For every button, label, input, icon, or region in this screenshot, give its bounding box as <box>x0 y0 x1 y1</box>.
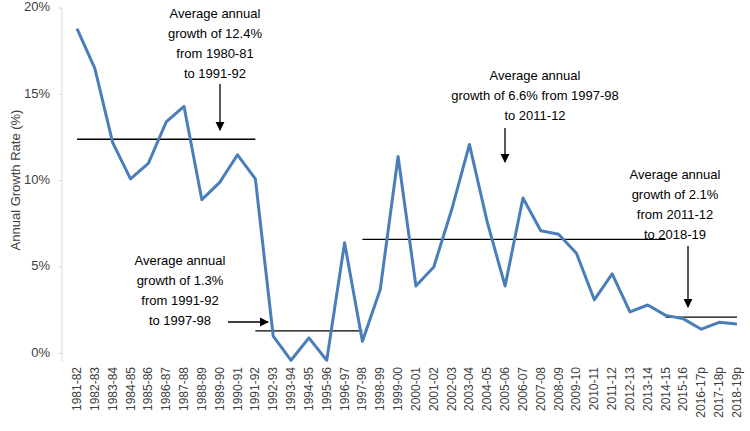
x-tick-label: 2005-06 <box>498 367 512 411</box>
annotation-text: to 1991-92 <box>184 66 246 81</box>
x-tick-label: 1992-93 <box>266 367 280 411</box>
x-tick-label: 2014-15 <box>659 367 673 411</box>
x-tick-label: 2015-16 <box>676 367 690 411</box>
annotation-arrow <box>504 128 505 162</box>
annotation-text: to 1997-98 <box>149 313 211 328</box>
x-tick-label: 2017-18p <box>712 367 726 418</box>
y-tick <box>58 180 62 181</box>
annotation-text: from 2011-12 <box>637 207 713 222</box>
x-tick-label: 1990-91 <box>231 367 245 411</box>
x-tick-label: 2011-12 <box>605 367 619 410</box>
x-tick-label: 2003-04 <box>462 367 476 411</box>
annotation-text: growth of 2.1% <box>632 187 719 202</box>
annotation-arrow <box>228 321 268 322</box>
annotation-text: Average annual <box>135 253 226 268</box>
x-tick-label: 2008-09 <box>552 367 566 411</box>
x-tick-label: 2013-14 <box>641 367 655 411</box>
annotation-arrow <box>219 84 220 130</box>
x-tick-label: 2006-07 <box>516 367 530 411</box>
y-tick-label: 15% <box>24 86 50 101</box>
x-tick-label: 1987-88 <box>177 367 191 411</box>
y-axis-line <box>62 8 63 362</box>
x-tick-label: 1991-92 <box>248 367 262 411</box>
x-tick-label: 2018-19p <box>730 367 744 418</box>
x-tick-label: 1993-94 <box>284 367 298 411</box>
x-tick-label: 2016-17p <box>694 367 708 418</box>
annotation-text: to 2011-12 <box>504 108 565 123</box>
y-tick <box>58 94 62 95</box>
annotation-arrow <box>687 246 688 307</box>
annotation-text: Average annual <box>170 6 261 21</box>
annotation-text: Average annual <box>490 68 581 83</box>
plot-area <box>77 29 737 361</box>
x-tick-label: 1998-99 <box>373 367 387 411</box>
y-tick-label: 10% <box>24 172 50 187</box>
x-tick-label: 2009-10 <box>569 367 583 411</box>
x-tick-label: 1989-90 <box>213 367 227 411</box>
x-tick-label: 2010-11 <box>587 367 601 410</box>
x-tick-label: 2004-05 <box>480 367 494 411</box>
x-tick-label: 1994-95 <box>302 367 316 411</box>
x-tick-label: 1995-96 <box>320 367 334 411</box>
x-tick-label: 1984-85 <box>124 367 138 411</box>
x-tick-label: 1981-82 <box>70 367 84 411</box>
y-axis-title: Annual Growth Rate (%) <box>8 110 23 251</box>
y-tick <box>58 267 62 268</box>
y-tick-label: 5% <box>31 258 50 273</box>
x-tick-label: 2012-13 <box>623 367 637 411</box>
annotation-text: growth of 12.4% <box>168 26 262 41</box>
x-tick-label: 1986-87 <box>159 367 173 411</box>
x-tick-label: 1988-89 <box>195 367 209 411</box>
x-tick-label: 1985-86 <box>141 367 155 411</box>
annotation-text: from 1991-92 <box>141 293 218 308</box>
x-tick-label: 2007-08 <box>534 367 548 411</box>
x-tick-label: 1983-84 <box>106 367 120 411</box>
y-tick-label: 0% <box>31 345 50 360</box>
annotation-text: to 2018-19 <box>644 227 706 242</box>
average-line <box>77 139 255 140</box>
x-tick-label: 1999-00 <box>391 367 405 411</box>
x-tick-label: 2001-02 <box>427 367 441 411</box>
y-tick <box>58 8 62 9</box>
x-tick-label: 2000-01 <box>409 367 423 411</box>
x-tick-label: 1982-83 <box>88 367 102 411</box>
annotation-text: growth of 6.6% from 1997-98 <box>451 88 619 103</box>
annotation-text: from 1980-81 <box>176 46 253 61</box>
y-tick <box>58 353 62 354</box>
x-tick-label: 1997-98 <box>355 367 369 411</box>
annotation-text: growth of 1.3% <box>137 273 224 288</box>
annotation-text: Average annual <box>630 167 721 182</box>
growth-line <box>77 29 737 361</box>
x-tick-label: 2002-03 <box>445 367 459 411</box>
chart: 0% 5% 10% 15% 20% Annual Growth Rate (%) 1981-… <box>0 0 750 431</box>
x-tick-label: 1996-97 <box>338 367 352 411</box>
y-tick-label: 20% <box>24 0 50 14</box>
